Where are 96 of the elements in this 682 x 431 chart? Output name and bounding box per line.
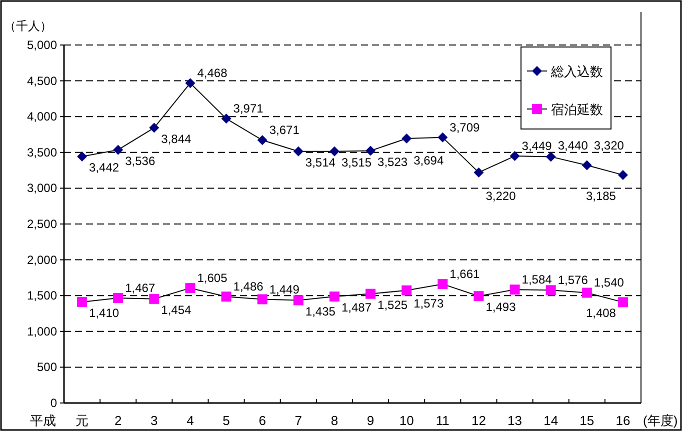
y-tick-label: 4,500: [26, 74, 58, 88]
y-tick-label: 1,500: [26, 288, 58, 303]
x-tick-label: 10: [399, 413, 414, 428]
point: [402, 134, 412, 144]
y-axis-title: （千人）: [4, 19, 52, 33]
x-tick-label: 6: [258, 413, 266, 428]
y-tick-label: 4,000: [26, 110, 58, 124]
data-label: 1,408: [586, 306, 616, 320]
x-tick-label: 12: [471, 413, 486, 428]
data-label: 3,185: [586, 189, 616, 204]
point: [149, 122, 160, 133]
data-label: 1,525: [378, 298, 408, 312]
point: [438, 132, 448, 142]
y-tick-label: 2,000: [26, 252, 58, 267]
data-label: 3,694: [414, 153, 444, 168]
data-label: 1,540: [594, 276, 624, 290]
x-tick-label: 2: [114, 413, 122, 428]
data-label: 3,709: [450, 120, 480, 134]
data-label: 1,584: [522, 272, 552, 287]
y-tick-label: 2,500: [26, 217, 58, 231]
data-label: 3,523: [378, 154, 408, 169]
point: [474, 291, 484, 302]
point: [257, 135, 268, 146]
x-tick-label: 8: [330, 413, 338, 428]
point: [510, 284, 520, 295]
point: [77, 297, 88, 308]
point: [293, 295, 304, 306]
x-tick-label: 11: [436, 413, 450, 428]
data-label: 1,467: [125, 280, 156, 295]
data-label: 3,220: [486, 189, 516, 204]
x-tick-label: 13: [508, 413, 522, 428]
y-tick-label: 500: [36, 360, 58, 374]
x-tick-label: 9: [366, 413, 374, 428]
point: [77, 152, 88, 162]
point: [402, 285, 412, 296]
x-tick-label: 16: [616, 413, 630, 428]
point: [582, 288, 592, 298]
y-tick-label: 5,000: [26, 38, 58, 52]
x-tick-label: 7: [294, 413, 302, 428]
point: [185, 78, 196, 88]
point: [366, 146, 376, 156]
x-tick-label: 元: [76, 413, 89, 428]
point: [293, 146, 304, 156]
x-tick-label: 5: [222, 413, 230, 428]
data-label: 3,449: [522, 139, 552, 154]
point: [582, 160, 592, 170]
y-tick-label: 3,500: [26, 145, 58, 160]
x-tick-label: 15: [580, 413, 594, 428]
data-label: 1,576: [558, 273, 588, 288]
data-label: 3,515: [341, 155, 372, 170]
point: [257, 294, 268, 304]
point: [329, 146, 340, 156]
data-label: 1,573: [414, 296, 444, 311]
point: [366, 288, 376, 299]
data-label: 1,486: [233, 280, 264, 294]
y-tick-label: 3,000: [26, 181, 58, 196]
y-tick-label: 0: [50, 396, 58, 410]
point: [149, 294, 160, 304]
point: [438, 279, 448, 290]
data-label: 4,468: [197, 66, 228, 80]
data-label: 3,536: [125, 154, 156, 168]
point: [329, 292, 340, 302]
legend-label: 宿泊延数: [551, 102, 603, 117]
point: [546, 152, 556, 162]
data-label: 3,671: [269, 123, 300, 138]
data-label: 1,435: [305, 304, 336, 318]
data-label: 1,454: [161, 302, 192, 317]
data-label: 1,661: [450, 267, 480, 282]
text: 平成: [30, 413, 56, 428]
point: [113, 292, 124, 303]
data-label: 3,442: [89, 160, 120, 175]
data-label: 1,605: [197, 271, 228, 286]
x-tick-label: 14: [544, 413, 558, 428]
point: [510, 151, 520, 162]
legend-label: 総入込数: [550, 64, 603, 79]
data-label: 1,487: [341, 300, 372, 315]
point: [618, 297, 628, 308]
data-label: 3,514: [305, 155, 336, 170]
point: [185, 283, 196, 294]
data-label: 3,971: [233, 102, 264, 116]
y-tick-label: 1,000: [26, 324, 58, 338]
point: [546, 285, 556, 296]
data-label: 3,320: [594, 138, 624, 152]
data-label: 1,449: [269, 282, 300, 296]
point: [221, 114, 232, 124]
x-tick-label: 4: [186, 413, 194, 428]
data-label: 3,844: [161, 132, 192, 146]
data-label: 3,440: [558, 138, 588, 152]
point: [221, 292, 232, 302]
point: [113, 144, 124, 155]
x-axis-title: (年度): [643, 413, 678, 428]
data-label: 1,493: [486, 300, 516, 314]
data-label: 1,410: [89, 306, 120, 320]
point: [618, 170, 628, 180]
point: [474, 167, 484, 178]
x-tick-label: 3: [150, 413, 158, 428]
